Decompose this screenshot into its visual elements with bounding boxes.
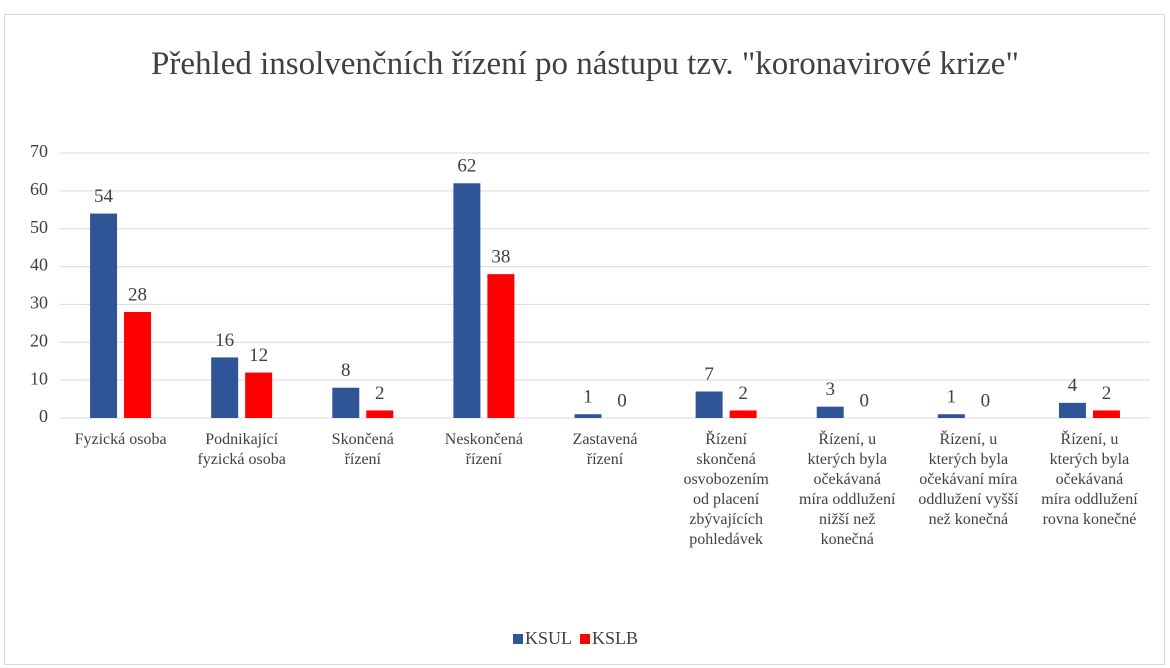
data-label: 0 — [981, 390, 991, 411]
data-label: 8 — [341, 360, 351, 381]
bar — [574, 414, 602, 418]
data-label: 1 — [947, 387, 957, 408]
bar — [695, 391, 723, 418]
bar — [487, 274, 515, 418]
y-tick-label: 50 — [30, 217, 48, 237]
text-line: rovna konečné — [1043, 511, 1137, 528]
y-tick-label: 40 — [30, 255, 48, 275]
text-line: řízení — [345, 451, 382, 468]
legend-label: KSLB — [592, 628, 638, 648]
data-label: 62 — [457, 156, 476, 177]
x-tick-label: Fyzická osoba — [75, 431, 167, 448]
text-line: řízení — [587, 451, 624, 468]
data-label: 2 — [375, 383, 385, 404]
bar — [211, 357, 239, 418]
y-tick-label: 30 — [30, 293, 48, 313]
text-line: nižší než — [819, 511, 875, 528]
data-label: 1 — [583, 387, 593, 408]
text-line: pohledávek — [689, 531, 763, 548]
chart-title: Přehled insolvenčních řízení po nástupu … — [151, 46, 1019, 82]
x-tick-label: Podnikající fyzická osoba — [197, 431, 285, 468]
text-line: kterých byla — [1050, 451, 1130, 468]
bar — [1092, 410, 1120, 418]
bar — [366, 410, 394, 418]
text-line: od placení — [693, 491, 760, 508]
data-label: 4 — [1068, 375, 1078, 396]
bar — [816, 406, 844, 418]
data-label: 2 — [738, 383, 748, 404]
text-line: Neskončená — [445, 431, 523, 448]
text-line: očekávaná — [1056, 471, 1124, 488]
data-label: 0 — [617, 390, 627, 411]
bar — [1058, 402, 1086, 418]
text-line: očekávaná — [813, 471, 881, 488]
text-line: fyzická osoba — [197, 451, 285, 468]
text-line: míra oddlužení — [799, 491, 896, 508]
y-tick-label: 70 — [30, 141, 48, 161]
x-tick-label: Neskončená řízení — [445, 431, 523, 468]
y-tick-label: 20 — [30, 330, 48, 350]
data-label: 38 — [491, 247, 510, 268]
text-line: skončená — [696, 451, 756, 468]
bar — [332, 387, 360, 418]
x-tick-label: Zastavená řízení — [573, 431, 638, 468]
text-line: Řízení, u — [1061, 429, 1119, 448]
bar — [245, 372, 273, 418]
text-line: Přehled insolvenčních řízení po nástupu … — [151, 46, 1019, 82]
text-line: Řízení, u — [939, 429, 997, 448]
text-line: oddlužení vyšší — [918, 491, 1019, 508]
text-line: kterých byla — [807, 451, 887, 468]
text-line: konečná — [821, 531, 874, 548]
x-tick-label: Řízení skončená osvobozením od placení zbýva… — [683, 429, 769, 548]
y-tick-label: 10 — [30, 368, 48, 388]
x-tick-label: Skončená řízení — [332, 431, 394, 468]
bar — [90, 213, 118, 418]
data-label: 2 — [1102, 383, 1112, 404]
data-label: 28 — [128, 284, 147, 305]
bar — [729, 410, 757, 418]
bar — [453, 183, 481, 418]
data-label: 3 — [825, 379, 835, 400]
data-label: 54 — [94, 186, 114, 207]
data-label: 12 — [249, 345, 268, 366]
data-label: 0 — [859, 390, 869, 411]
text-line: Zastavená — [573, 431, 638, 448]
x-tick-label: Řízení, u kterých byla očekávaná míra oddlu… — [1041, 429, 1138, 528]
text-line: Fyzická osoba — [75, 431, 167, 448]
text-line: očekávaní míra — [919, 471, 1017, 488]
data-label: 16 — [215, 330, 234, 351]
legend-swatch — [513, 634, 523, 644]
legend-label: KSUL — [525, 628, 572, 648]
text-line: zbývajících — [689, 511, 763, 528]
bar — [937, 414, 965, 418]
data-label: 7 — [704, 364, 714, 385]
text-line: řízení — [466, 451, 503, 468]
text-line: míra oddlužení — [1041, 491, 1138, 508]
x-tick-label: Řízení, u kterých byla očekávaní míra oddlu… — [918, 429, 1019, 528]
text-line: kterých byla — [929, 451, 1009, 468]
x-tick-label: Řízení, u kterých byla očekávaná míra oddlu… — [799, 429, 896, 548]
bar — [124, 312, 152, 418]
chart-border — [4, 14, 1165, 665]
y-tick-label: 0 — [39, 406, 48, 426]
text-line: než konečná — [929, 511, 1009, 528]
text-line: Podnikající — [205, 431, 278, 448]
legend-swatch — [580, 634, 591, 644]
text-line: Skončená — [332, 431, 394, 448]
text-line: Řízení, u — [818, 429, 876, 448]
text-line: osvobozením — [683, 471, 769, 488]
text-line: Řízení — [705, 429, 747, 448]
y-tick-label: 60 — [30, 179, 48, 199]
